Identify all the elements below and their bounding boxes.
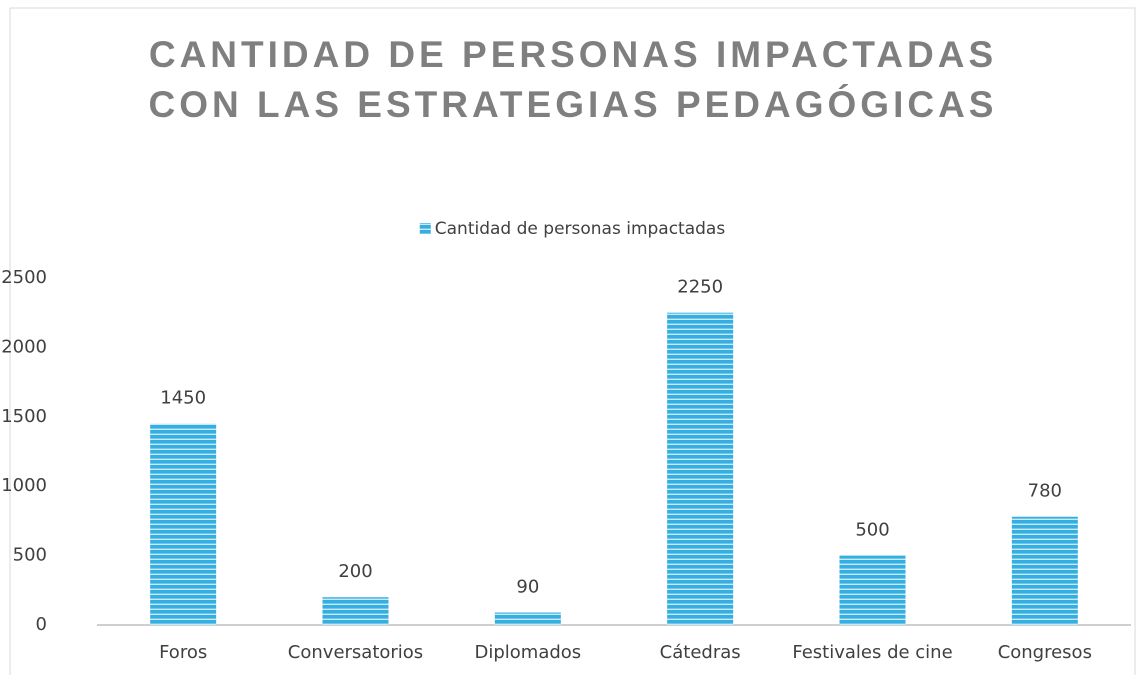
y-tick-label: 2500 [1,267,47,288]
chart-border [9,7,1136,675]
y-tick-label: 1000 [1,475,47,496]
x-tick-label: Festivales de cine [792,642,952,663]
data-label: 780 [1028,481,1062,502]
bar [839,555,906,625]
bar [1011,516,1078,625]
data-label: 1450 [160,388,206,409]
bar [150,423,217,625]
bar [494,612,561,625]
x-tick-label: Conversatorios [288,642,423,663]
y-tick-label: 1500 [1,406,47,427]
x-tick-label: Foros [159,642,207,663]
data-label: 200 [338,561,372,582]
data-label: 2250 [677,277,723,298]
legend-label: Cantidad de personas impactadas [435,219,726,239]
y-tick-label: 2000 [1,336,47,357]
x-tick-label: Congresos [998,642,1092,663]
x-tick-label: Diplomados [474,642,581,663]
y-tick-label: 500 [13,545,47,566]
data-label: 500 [855,520,889,541]
legend-swatch [419,223,431,234]
chart-title: CANTIDAD DE PERSONAS IMPACTADAS CON LAS … [148,34,998,125]
bar [322,597,389,625]
y-tick-label: 0 [36,614,47,635]
bar [667,312,734,625]
x-tick-label: Cátedras [660,642,741,663]
data-label: 90 [516,577,539,598]
